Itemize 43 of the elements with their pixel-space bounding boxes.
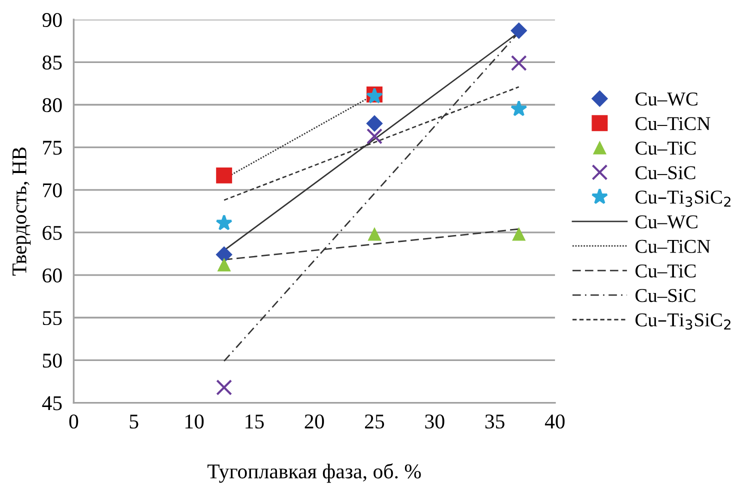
y-tick-label: 80 [42,98,62,112]
point [216,246,232,263]
point [366,128,382,144]
y-tick-label: 65 [42,226,62,240]
y-tick-label: 75 [43,140,62,155]
point [216,379,232,396]
point [216,167,232,184]
y-tick-label: 45 [42,396,62,410]
legend-label: Cu–WC [635,215,698,228]
y-tick-label: 90 [42,12,62,28]
point [216,214,232,230]
point [368,228,382,241]
legend-label: Cu–Ti$_{3}$SiC$_{2}$ [635,190,730,207]
y-tick-label: 70 [43,183,62,198]
y-tick-label: 50 [42,354,62,368]
x-tick-label: 20 [304,414,324,429]
y-tick-label: 60 [42,268,62,282]
legend-label: Cu–TiCN [635,240,710,253]
x-tick-label: 30 [425,414,444,429]
legend-label: Cu–TiC [635,264,696,278]
x-tick-label: 40 [544,414,565,429]
y-tick-label: 85 [42,56,62,70]
legend-label: Cu–SiC [635,289,696,302]
legend-label: Cu–WC [635,92,698,106]
x-tick-label: 25 [364,414,384,429]
x-tick-label: 35 [485,414,504,429]
legend-label: Cu–Ti$_{3}$SiC$_{2}$ [635,313,730,330]
legend-label: Cu–SiC [635,166,696,180]
point [217,258,231,272]
point [510,100,528,116]
x-tick-label: 0 [69,414,78,429]
point [510,22,528,39]
x-tick-label: 10 [185,414,204,429]
legend-label: Cu–TiC [635,142,696,155]
x-axis-title: Тугоплавкая фаза, об. % [207,463,421,483]
point [366,115,383,132]
legend-label: Cu–TiCN [635,117,710,130]
x-tick-label: 5 [130,414,138,429]
y-axis-title: Твердость, HB [12,147,31,276]
point [512,228,526,241]
x-tick-label: 15 [246,414,264,429]
y-tick-label: 55 [42,311,62,326]
point [510,55,527,72]
